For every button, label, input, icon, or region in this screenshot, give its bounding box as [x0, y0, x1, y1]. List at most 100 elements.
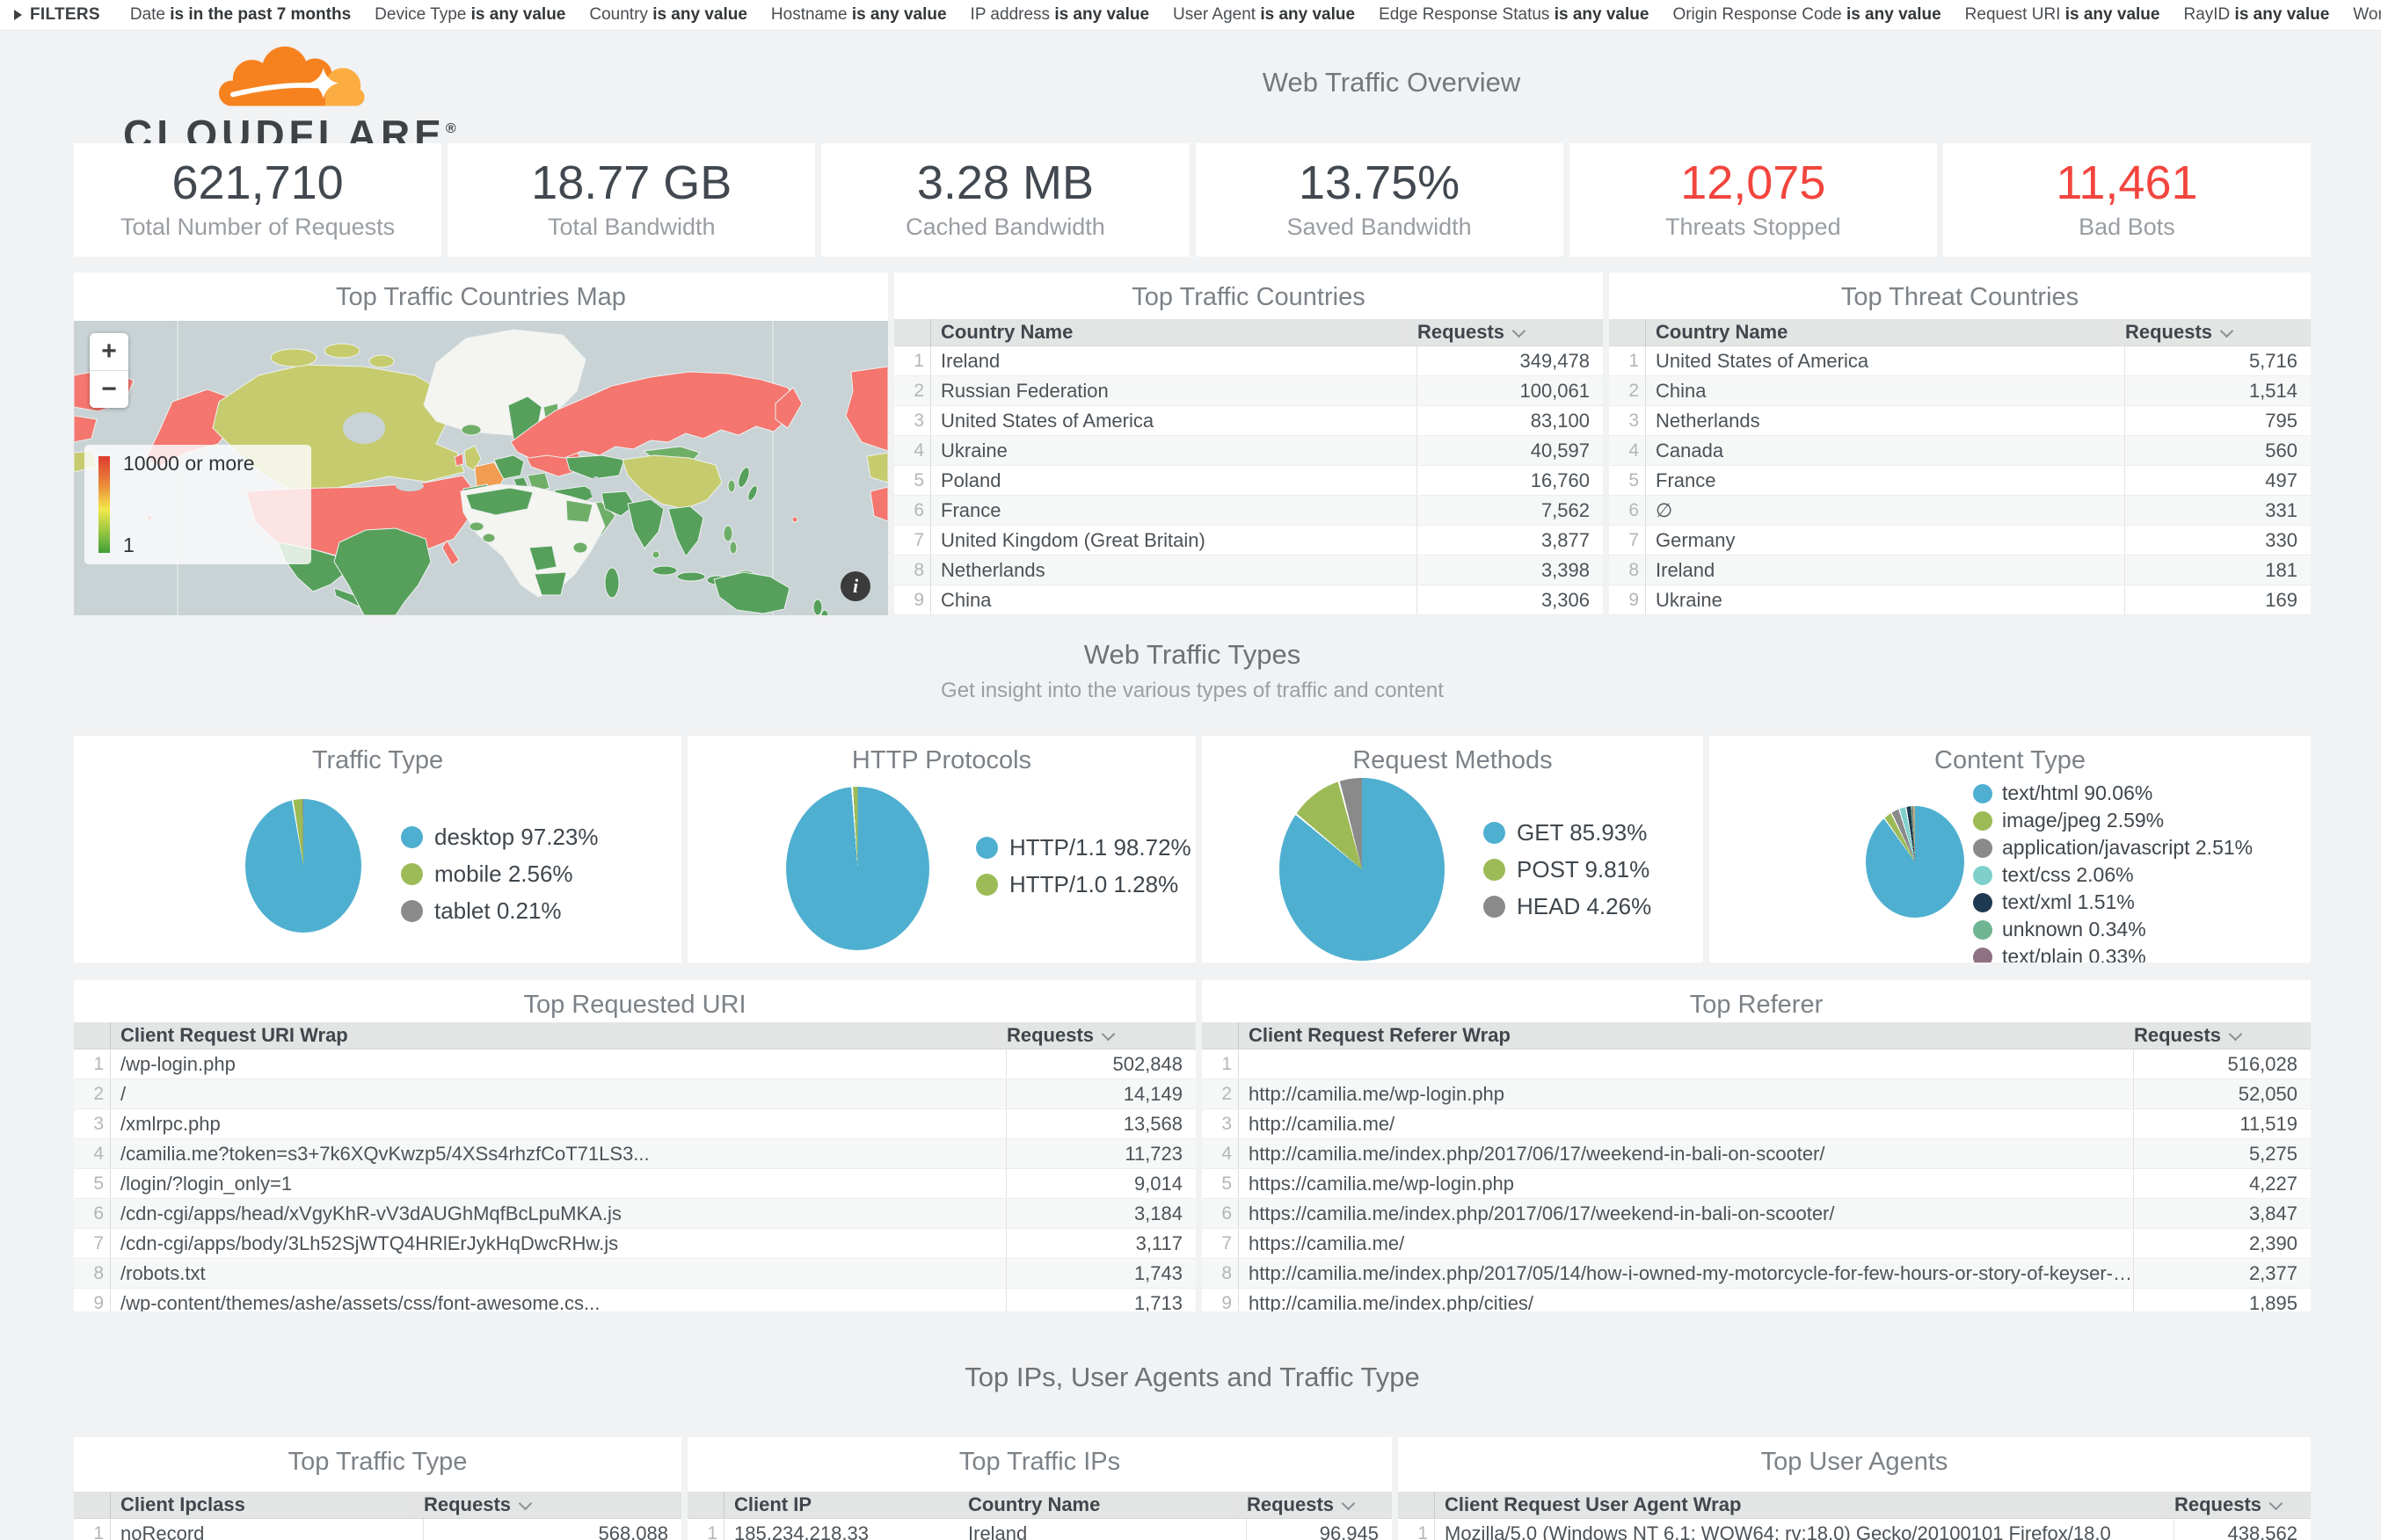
table-row[interactable]: 4/camilia.me?token=s3+7k6XQvKwzp5/4XSs4r…: [74, 1139, 1196, 1169]
filter-field: Request URI: [1964, 5, 2061, 24]
map-zoom-in-button[interactable]: +: [90, 333, 128, 370]
http-protocols-legend: HTTP/1.1 98.72% HTTP/1.0 1.28%: [976, 834, 1191, 908]
map-zoom-out-button[interactable]: −: [90, 371, 128, 408]
table-row[interactable]: 7 https://camilia.me/2,390: [1202, 1229, 2311, 1259]
legend-item[interactable]: mobile 2.56%: [401, 861, 598, 888]
table-row[interactable]: 2 Russian Federation 100,061: [894, 376, 1603, 406]
legend-item[interactable]: image/jpeg 2.59%: [1973, 809, 2253, 832]
kpi-card[interactable]: 12,075 Threats Stopped: [1569, 143, 1937, 257]
table-row[interactable]: 6 France 7,562: [894, 496, 1603, 526]
legend-dot-icon: [1973, 892, 1992, 912]
world-map[interactable]: + − 10000 or more 1 i: [74, 321, 888, 615]
filter-value: is any value: [470, 5, 566, 24]
legend-item[interactable]: text/xml 1.51%: [1973, 890, 2253, 914]
legend-item[interactable]: unknown 0.34%: [1973, 918, 2253, 941]
table-row[interactable]: 6 https://camilia.me/index.php/2017/06/17…: [1202, 1199, 2311, 1229]
table-row[interactable]: 6/cdn-cgi/apps/head/xVgyKhR-vV3dAUGhMqfB…: [74, 1199, 1196, 1229]
table-row[interactable]: 1 Ireland 349,478: [894, 346, 1603, 376]
table-row[interactable]: 3/xmlrpc.php 13,568: [74, 1109, 1196, 1139]
filter-field: Edge Response Status: [1379, 5, 1550, 24]
table-row[interactable]: 2 China 1,514: [1609, 376, 2311, 406]
table-row[interactable]: 4 Ukraine 40,597: [894, 436, 1603, 466]
column-header[interactable]: Requests: [2162, 1492, 2311, 1518]
table-row[interactable]: 1/wp-login.php 502,848: [74, 1050, 1196, 1079]
filter-item[interactable]: Hostname is any value: [771, 5, 947, 24]
table-row[interactable]: 6 ∅ 331: [1609, 496, 2311, 526]
table-row[interactable]: 3 http://camilia.me/11,519: [1202, 1109, 2311, 1139]
legend-item[interactable]: desktop 97.23%: [401, 824, 598, 851]
table-row[interactable]: 3 United States of America 83,100: [894, 406, 1603, 436]
column-header[interactable]: Requests: [994, 1022, 1196, 1049]
kpi-card[interactable]: 13.75% Saved Bandwidth: [1195, 143, 1563, 257]
content-type-pie-chart[interactable]: [1866, 806, 1964, 918]
filter-item[interactable]: Device Type is any value: [375, 5, 565, 24]
filter-item[interactable]: Origin Response Code is any value: [1672, 5, 1940, 24]
filter-item[interactable]: Date is in the past 7 months: [130, 5, 351, 24]
section-title-web-traffic-types: Web Traffic Types: [1083, 639, 1301, 670]
column-header[interactable]: Requests: [411, 1492, 681, 1518]
legend-item[interactable]: text/html 90.06%: [1973, 781, 2253, 805]
column-header[interactable]: Requests: [1405, 319, 1603, 345]
legend-item[interactable]: HEAD 4.26%: [1483, 893, 1651, 920]
table-row[interactable]: 5/login/?login_only=1 9,014: [74, 1169, 1196, 1199]
filter-item[interactable]: IP address is any value: [971, 5, 1150, 24]
table-cell: 331: [2124, 496, 2311, 525]
table-row[interactable]: 5 Poland 16,760: [894, 466, 1603, 496]
table-row[interactable]: 8/robots.txt 1,743: [74, 1259, 1196, 1289]
legend-item[interactable]: POST 9.81%: [1483, 856, 1651, 883]
table-row[interactable]: 2 / 14,149: [74, 1079, 1196, 1109]
table-row[interactable]: 9/wp-content/themes/ashe/assets/css/font…: [74, 1289, 1196, 1311]
filter-field: IP address: [970, 5, 1051, 24]
table-row[interactable]: 5 https://camilia.me/wp-login.php 4,227: [1202, 1169, 2311, 1199]
legend-item[interactable]: GET 85.93%: [1483, 819, 1651, 846]
column-header[interactable]: Requests: [2122, 1022, 2311, 1049]
table-row[interactable]: 9 Ukraine 169: [1609, 585, 2311, 615]
filter-item[interactable]: Edge Response Status is any value: [1379, 5, 1649, 24]
filter-item[interactable]: RayID is any value: [2183, 5, 2329, 24]
legend-item[interactable]: text/css 2.06%: [1973, 863, 2253, 887]
traffic-ips-panel: Top Traffic IPs Client IP Country Name Req…: [688, 1437, 1392, 1540]
legend-item[interactable]: HTTP/1.0 1.28%: [976, 871, 1191, 898]
filter-item[interactable]: User Agent is any value: [1173, 5, 1355, 24]
table-row[interactable]: 9 China 3,306: [894, 585, 1603, 615]
legend-item[interactable]: HTTP/1.1 98.72%: [976, 834, 1191, 861]
legend-item[interactable]: text/plain 0.33%: [1973, 945, 2253, 962]
filters-toggle[interactable]: FILTERS: [14, 5, 100, 25]
table-row[interactable]: 8 http://camilia.me/index.php/2017/05/14/…: [1202, 1259, 2311, 1289]
kpi-card[interactable]: 18.77 GB Total Bandwidth: [448, 143, 816, 257]
traffic-type-pie-chart[interactable]: [245, 799, 361, 933]
table-row[interactable]: 2 http://camilia.me/wp-login.php 52,050: [1202, 1079, 2311, 1109]
table-row[interactable]: 1 516,028: [1202, 1050, 2311, 1079]
table-row[interactable]: 1 185.234.218.33 Ireland 96,945: [688, 1519, 1392, 1540]
legend-item[interactable]: tablet 0.21%: [401, 897, 598, 925]
index-header: [74, 1492, 111, 1518]
filter-item[interactable]: Request URI is any value: [1965, 5, 2160, 24]
table-row[interactable]: 4 Canada 560: [1609, 436, 2311, 466]
legend-item[interactable]: application/javascript 2.51%: [1973, 836, 2253, 860]
table-row[interactable]: 1 Mozilla/5.0 (Windows NT 6.1; WOW64; rv:…: [1398, 1519, 2311, 1540]
table-row[interactable]: 1 United States of America 5,716: [1609, 346, 2311, 376]
http-protocols-pie-chart[interactable]: [786, 787, 929, 950]
kpi-card[interactable]: 621,710 Total Number of Requests: [74, 143, 442, 257]
table-row[interactable]: 7 Germany 330: [1609, 526, 2311, 556]
request-methods-pie-chart[interactable]: [1279, 778, 1445, 961]
kpi-card[interactable]: 11,461 Bad Bots: [1942, 143, 2312, 257]
column-header[interactable]: Requests: [1234, 1492, 1392, 1518]
legend-dot-icon: [401, 863, 423, 885]
table-row[interactable]: 7 United Kingdom (Great Britain) 3,877: [894, 526, 1603, 556]
table-row[interactable]: 4 http://camilia.me/index.php/2017/06/17/…: [1202, 1139, 2311, 1169]
table-row[interactable]: 7/cdn-cgi/apps/body/3Lh52SjWTQ4HRlErJykH…: [74, 1229, 1196, 1259]
table-row[interactable]: 9 http://camilia.me/index.php/cities/1,89…: [1202, 1289, 2311, 1311]
filter-item[interactable]: Country is any value: [589, 5, 747, 24]
legend-dot-icon: [1973, 947, 1992, 962]
column-header[interactable]: Requests: [2113, 319, 2311, 345]
table-cell: United States of America: [1656, 350, 1869, 372]
table-row[interactable]: 5 France 497: [1609, 466, 2311, 496]
table-row[interactable]: 3 Netherlands 795: [1609, 406, 2311, 436]
map-info-icon[interactable]: i: [841, 571, 870, 601]
kpi-card[interactable]: 3.28 MB Cached Bandwidth: [821, 143, 1190, 257]
table-row[interactable]: 1 noRecord 568,088: [74, 1519, 681, 1540]
table-row[interactable]: 8 Ireland 181: [1609, 556, 2311, 585]
filter-item[interactable]: Worker Subrequest ...: [2353, 5, 2381, 24]
table-row[interactable]: 8 Netherlands 3,398: [894, 556, 1603, 585]
